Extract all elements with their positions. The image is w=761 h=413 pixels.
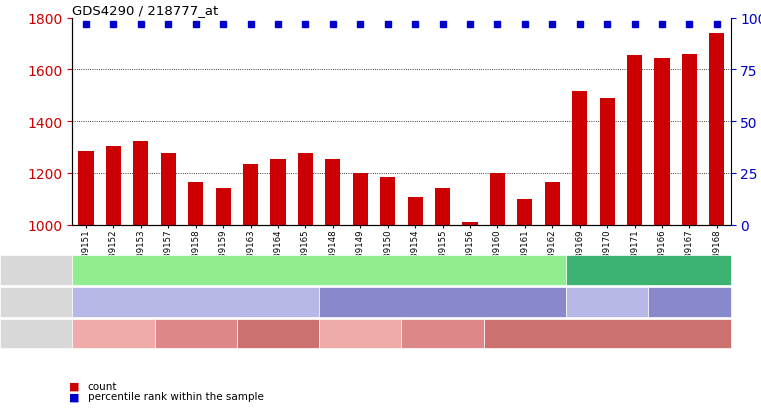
Bar bbox=[106, 146, 121, 225]
Text: agent: agent bbox=[4, 297, 34, 307]
Bar bbox=[654, 59, 670, 225]
Bar bbox=[490, 173, 505, 225]
Text: count: count bbox=[88, 381, 117, 391]
Text: ▶: ▶ bbox=[60, 266, 66, 275]
Bar bbox=[682, 55, 697, 225]
Text: percentile rank within the sample: percentile rank within the sample bbox=[88, 392, 263, 401]
Bar bbox=[161, 154, 176, 225]
Bar bbox=[600, 99, 615, 225]
Bar bbox=[463, 223, 478, 225]
Text: ▶: ▶ bbox=[60, 297, 66, 306]
Text: ■: ■ bbox=[68, 392, 79, 401]
Text: MOLM-13: MOLM-13 bbox=[622, 265, 674, 275]
Bar bbox=[353, 173, 368, 225]
Text: ▶: ▶ bbox=[60, 329, 66, 338]
Bar bbox=[435, 189, 450, 225]
Bar bbox=[243, 164, 258, 225]
Bar bbox=[709, 34, 724, 225]
Bar bbox=[627, 56, 642, 225]
Text: EPZ004777: EPZ004777 bbox=[658, 297, 721, 307]
Text: day 2: day 2 bbox=[345, 329, 376, 339]
Text: day 6: day 6 bbox=[263, 329, 294, 339]
Text: day 6: day 6 bbox=[591, 329, 622, 339]
Text: time: time bbox=[4, 329, 27, 339]
Text: day 4: day 4 bbox=[427, 329, 458, 339]
Bar bbox=[133, 141, 148, 225]
Bar bbox=[78, 152, 94, 225]
Bar bbox=[325, 159, 340, 225]
Text: MV4-11: MV4-11 bbox=[298, 265, 340, 275]
Bar bbox=[270, 159, 285, 225]
Bar bbox=[545, 183, 560, 225]
Bar bbox=[517, 199, 533, 225]
Bar bbox=[215, 189, 231, 225]
Text: ■: ■ bbox=[68, 381, 79, 391]
Bar bbox=[188, 183, 203, 225]
Bar bbox=[572, 92, 587, 225]
Text: cell line: cell line bbox=[4, 265, 44, 275]
Bar bbox=[408, 198, 422, 225]
Bar bbox=[298, 154, 313, 225]
Text: control: control bbox=[587, 297, 626, 307]
Text: GDS4290 / 218777_at: GDS4290 / 218777_at bbox=[72, 5, 218, 17]
Text: day 2: day 2 bbox=[98, 329, 129, 339]
Bar bbox=[380, 177, 395, 225]
Text: EPZ004777: EPZ004777 bbox=[411, 297, 475, 307]
Text: control: control bbox=[177, 297, 215, 307]
Text: day 4: day 4 bbox=[180, 329, 212, 339]
